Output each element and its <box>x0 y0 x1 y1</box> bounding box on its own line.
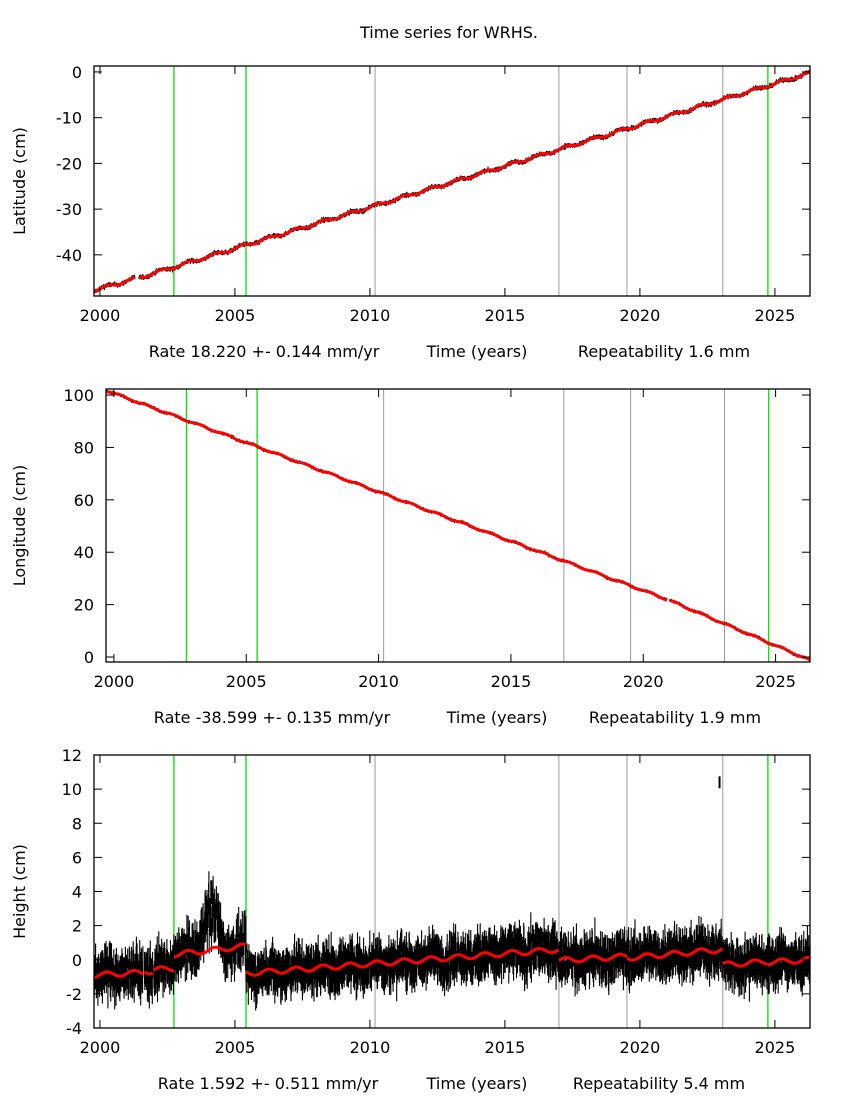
data-points <box>93 871 811 1011</box>
model-fit-line <box>93 969 144 980</box>
y-tick-label: 8 <box>72 814 82 833</box>
model-fit-line <box>626 947 724 962</box>
x-tick-label: 2005 <box>215 306 256 325</box>
y-tick-label: 4 <box>72 883 82 902</box>
panel-1: 2000 2005 2010 2015 2020 2025 0 -10 -20 -30 -40 Lat… <box>10 61 850 361</box>
y-axis-label: Latitude (cm) <box>10 127 29 235</box>
y-axis-label: Height (cm) <box>10 844 29 939</box>
panel-3: 2000 2005 2010 2015 2020 2025 -4 -2 0 2 4 6 8 10 12 Hei… <box>10 746 850 1093</box>
y-tick-label: 0 <box>84 648 94 667</box>
rate-label: Rate 18.220 +- 0.144 mm/yr <box>149 342 380 361</box>
x-tick-label: 2025 <box>755 672 796 691</box>
y-tick-label: -10 <box>56 109 82 128</box>
y-tick-label: 10 <box>62 780 82 799</box>
y-tick-label: -30 <box>56 200 82 219</box>
y-tick-label: 40 <box>74 543 94 562</box>
figure-title: Time series for WRHS. <box>359 23 538 42</box>
y-tick-label: 12 <box>62 746 82 765</box>
x-tick-label: 2025 <box>755 1038 796 1057</box>
x-tick-label: 2000 <box>80 1038 121 1057</box>
x-tick-label: 2015 <box>485 306 526 325</box>
y-tick-label: -20 <box>56 154 82 173</box>
model-fit-line <box>669 598 811 661</box>
y-tick-label: 20 <box>74 596 94 615</box>
y-tick-label: -4 <box>66 1019 82 1038</box>
x-tick-label: 2010 <box>358 672 399 691</box>
x-tick-label: 2015 <box>485 1038 526 1057</box>
y-tick-label: -2 <box>66 985 82 1004</box>
y-axis-label: Longitude (cm) <box>10 465 29 587</box>
plot-frame <box>93 65 811 297</box>
repeatability-label: Repeatability 1.6 mm <box>578 342 750 361</box>
x-tick-label: 2000 <box>80 306 121 325</box>
y-tick-label: 6 <box>72 848 82 867</box>
model-fit-line <box>558 952 628 964</box>
model-fit-line <box>153 965 174 973</box>
x-tick-label: 2000 <box>94 672 135 691</box>
plot-frame <box>93 754 811 1029</box>
panel-2: 2000 2005 2010 2015 2020 2025 0 20 40 60 80 100 Long… <box>10 384 850 727</box>
plot-frame <box>105 388 811 663</box>
model-fit-line <box>173 942 247 959</box>
x-tick-label: 2010 <box>350 1038 391 1057</box>
x-tick-label: 2015 <box>491 672 532 691</box>
x-tick-label: 2025 <box>755 306 796 325</box>
x-axis-label: Time (years) <box>426 342 528 361</box>
x-tick-label: 2005 <box>226 672 267 691</box>
model-fit-line <box>245 947 560 977</box>
model-fit-line <box>139 70 810 279</box>
repeatability-label: Repeatability 1.9 mm <box>589 708 761 727</box>
x-tick-label: 2010 <box>350 306 391 325</box>
rate-label: Rate 1.592 +- 0.511 mm/yr <box>158 1074 379 1093</box>
y-tick-label: 100 <box>63 386 94 405</box>
y-tick-label: 2 <box>72 917 82 936</box>
model-fit-line <box>93 275 136 294</box>
x-tick-label: 2020 <box>620 1038 661 1057</box>
y-tick-label: 60 <box>74 491 94 510</box>
repeatability-label: Repeatability 5.4 mm <box>573 1074 745 1093</box>
x-tick-label: 2005 <box>215 1038 256 1057</box>
y-tick-label: 80 <box>74 438 94 457</box>
y-tick-label: -40 <box>56 246 82 265</box>
model-fit-line <box>143 970 154 976</box>
model-fit-line <box>722 958 768 968</box>
x-tick-label: 2020 <box>623 672 664 691</box>
x-axis-label: Time (years) <box>446 708 548 727</box>
model-fit-line <box>105 389 668 602</box>
x-tick-label: 2020 <box>620 306 661 325</box>
y-tick-label: 0 <box>72 951 82 970</box>
y-tick-label: 0 <box>72 63 82 82</box>
x-axis-label: Time (years) <box>426 1074 528 1093</box>
rate-label: Rate -38.599 +- 0.135 mm/yr <box>154 708 391 727</box>
